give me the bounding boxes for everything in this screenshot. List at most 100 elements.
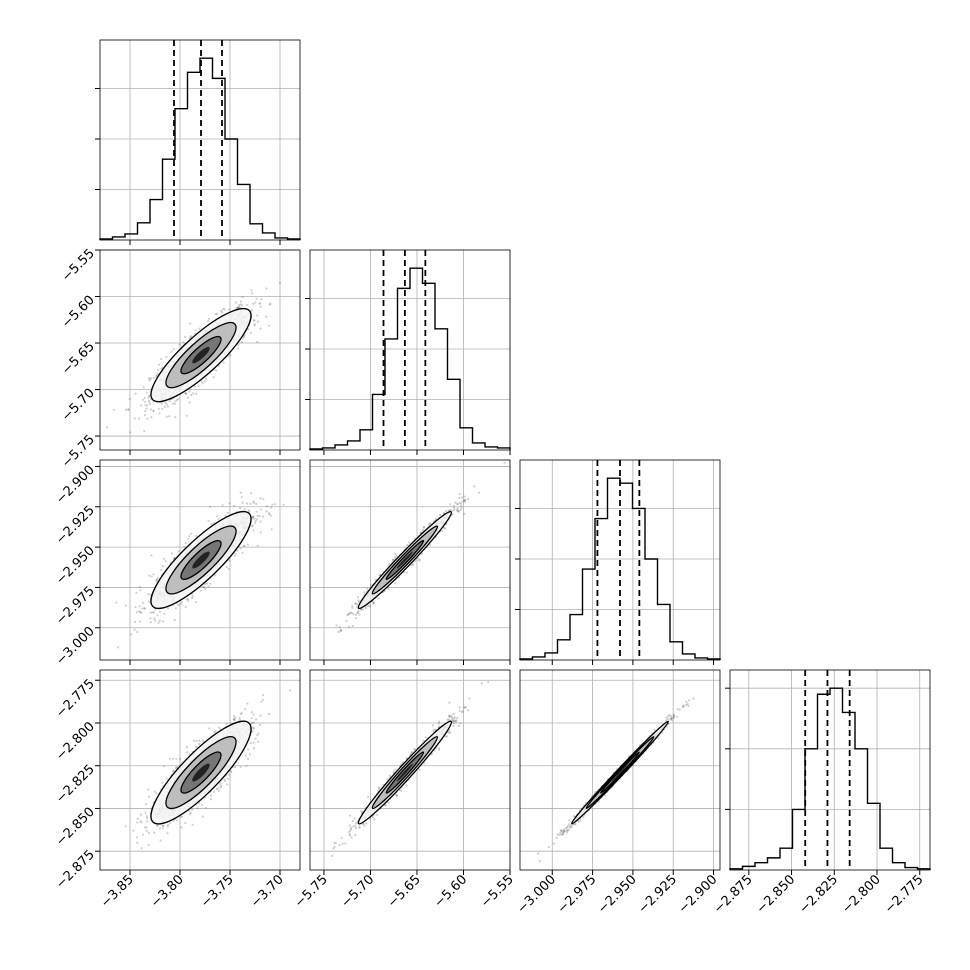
- sample-point: [413, 560, 416, 563]
- sample-point: [274, 503, 277, 506]
- sample-point: [144, 410, 147, 413]
- sample-point: [143, 826, 146, 829]
- sample-point: [233, 718, 236, 721]
- sample-point: [448, 509, 452, 512]
- sample-point: [223, 308, 226, 311]
- sample-point: [139, 620, 142, 623]
- sample-point: [207, 317, 210, 320]
- sample-point: [220, 309, 223, 312]
- sample-point: [232, 718, 235, 722]
- sample-point: [206, 320, 209, 323]
- sample-point: [148, 379, 151, 382]
- sample-point: [204, 587, 207, 590]
- sample-point: [133, 628, 136, 631]
- panel-2-0: [95, 459, 301, 665]
- sample-point: [156, 824, 159, 827]
- sample-point: [204, 377, 207, 380]
- sample-point: [463, 499, 466, 502]
- sample-point: [252, 727, 255, 730]
- sample-point: [149, 376, 152, 380]
- sample-point: [268, 303, 271, 306]
- sample-point: [160, 568, 163, 572]
- sample-point: [166, 832, 169, 835]
- sample-point: [217, 787, 220, 790]
- panel-1-0: [95, 249, 301, 455]
- sample-point: [265, 505, 268, 508]
- sample-point: [392, 558, 395, 562]
- sample-point: [191, 595, 194, 598]
- sample-point: [147, 788, 150, 791]
- sample-point: [251, 524, 254, 527]
- sample-point: [158, 363, 161, 366]
- sample-point: [226, 777, 229, 780]
- sample-point: [158, 619, 162, 622]
- sample-point: [232, 717, 236, 721]
- sample-point: [228, 502, 231, 505]
- sample-point: [449, 503, 452, 506]
- sample-point: [217, 518, 220, 521]
- sample-point: [221, 504, 224, 507]
- sample-point: [238, 506, 242, 510]
- sample-point: [191, 823, 194, 826]
- sample-point: [258, 515, 261, 518]
- panel-frame: [309, 249, 511, 451]
- sample-point: [215, 369, 218, 372]
- sample-point: [366, 604, 370, 608]
- sample-point: [213, 731, 216, 734]
- sample-point: [234, 552, 237, 555]
- sample-point: [252, 721, 255, 724]
- sample-point: [255, 502, 258, 505]
- sample-point: [209, 582, 212, 585]
- sample-point: [250, 492, 253, 495]
- density-layer: [105, 281, 281, 434]
- histogram: [309, 267, 511, 450]
- sample-point: [140, 404, 143, 407]
- sample-point: [355, 613, 358, 617]
- sample-point: [241, 295, 244, 298]
- panel-background: [100, 40, 300, 240]
- sample-point: [360, 608, 363, 611]
- sample-point: [259, 327, 262, 330]
- sample-point: [252, 501, 255, 504]
- density-layer: [331, 681, 490, 858]
- sample-point: [240, 711, 243, 715]
- sample-point: [184, 392, 187, 395]
- sample-point: [394, 555, 397, 559]
- sample-point: [366, 587, 369, 591]
- sample-point: [259, 497, 262, 500]
- sample-point: [144, 400, 147, 403]
- sample-point: [200, 803, 204, 806]
- sample-point: [259, 723, 262, 727]
- sample-point: [160, 402, 163, 405]
- sample-point: [158, 412, 161, 415]
- sample-point: [220, 784, 223, 788]
- sample-point: [139, 820, 142, 823]
- sample-point: [222, 361, 225, 364]
- sample-point: [189, 813, 192, 816]
- sample-point: [177, 550, 180, 553]
- sample-point: [188, 401, 191, 404]
- sample-point: [233, 504, 236, 507]
- sample-point: [226, 511, 229, 514]
- sample-point: [199, 589, 202, 592]
- sample-point: [189, 322, 192, 325]
- sample-point: [253, 323, 256, 326]
- sample-point: [473, 485, 476, 488]
- sample-point: [248, 753, 251, 756]
- sample-point: [447, 509, 450, 512]
- sample-point: [356, 605, 359, 608]
- sample-point: [268, 713, 271, 716]
- sample-point: [269, 302, 272, 305]
- sample-point: [461, 500, 464, 503]
- sample-point: [410, 563, 413, 566]
- sample-point: [240, 341, 244, 344]
- sample-point: [157, 621, 160, 624]
- sample-point: [237, 305, 240, 309]
- sample-point: [138, 605, 141, 608]
- sample-point: [271, 503, 274, 506]
- sample-point: [186, 396, 189, 399]
- sample-point: [132, 829, 135, 832]
- sample-point: [198, 739, 201, 742]
- panel-frame: [519, 459, 721, 661]
- sample-point: [463, 512, 466, 516]
